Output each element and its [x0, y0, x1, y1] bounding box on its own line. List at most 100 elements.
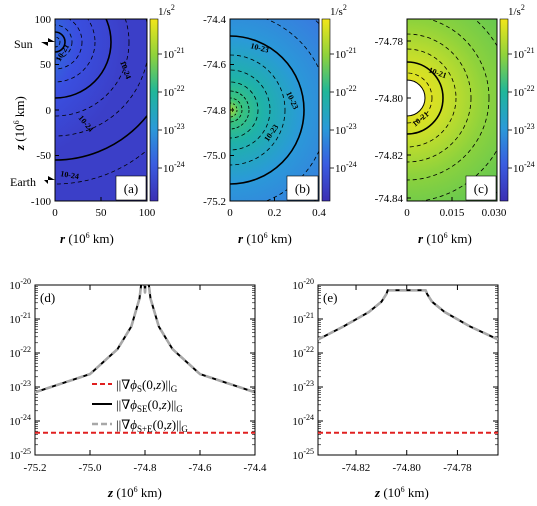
panel-b: 10-23 10-23 10-23 -74.4 -74.6 -74.8 -75.…	[203, 14, 326, 246]
xtick-c-1: 0.015	[440, 207, 465, 219]
contour-label-a-3: 10-24	[60, 169, 80, 181]
source-region-c	[406, 79, 426, 117]
colorbar-ticklabel-a-0: 10-21	[163, 46, 185, 61]
panel-label-box-c	[465, 175, 497, 201]
colorbar-ticklabel-b-2: 10-23	[335, 122, 357, 137]
colorbar-ticklabel-b-3: 10-24	[335, 160, 357, 175]
colorbar-unit-a: 1/s2	[158, 3, 175, 18]
xtick-c-2: 0.030	[482, 207, 507, 219]
ytick-d-1: 10-21	[9, 311, 31, 326]
ytick-c-1: -74.80	[375, 93, 404, 105]
ticks-e: 10-20 10-21 10-22 10-23 10-24 10-25 -74.82 -74.…	[292, 277, 498, 474]
ticks-c	[407, 40, 453, 201]
colorbar-ticklabel-b-0: 10-21	[335, 46, 357, 61]
ytick-a-4: -100	[31, 196, 52, 208]
ytick-e-3: 10-23	[292, 379, 314, 394]
ytick-c-0: -74.78	[375, 36, 404, 48]
xtick-d-0: -75.2	[24, 462, 47, 474]
ytick-b-4: -75.2	[203, 196, 226, 208]
ytick-e-4: 10-24	[292, 413, 314, 428]
colorbar-ticklabel-c-3: 10-24	[513, 160, 535, 175]
legend-d: ||∇ϕS(0,z)||G ||∇ϕSE(0,z)||G ||∇ϕS+E(0,z…	[92, 377, 188, 434]
panel-c: 10-21 10-21 -74.78 -74.80 -74.82 -74.84 …	[375, 18, 507, 246]
panel-label-c: (c)	[474, 181, 488, 196]
ytick-a-1: 50	[40, 59, 52, 71]
panel-label-box-b	[286, 175, 319, 201]
ticks-b	[230, 18, 275, 202]
xlabel-d: z (106 km)	[107, 485, 162, 500]
ytick-d-3: 10-23	[9, 379, 31, 394]
xlabel-e: z (106 km)	[374, 485, 429, 500]
ytick-b-2: -74.8	[203, 105, 226, 117]
ytick-e-1: 10-21	[292, 311, 314, 326]
xtick-a-0: 0	[52, 207, 58, 219]
xtick-b-2: 0.4	[312, 207, 326, 219]
xtick-a-2: 100	[139, 207, 156, 219]
panel-label-box-a	[115, 175, 147, 201]
colorbar-ticklabel-c-0: 10-21	[513, 46, 535, 61]
ytick-a-0: 100	[35, 14, 52, 26]
ylabel-a: z (106 km)	[12, 96, 27, 151]
legend-label-s: ||∇ϕS(0,z)||G	[116, 377, 178, 394]
sun-arrow-icon	[41, 38, 55, 46]
colorbar-unit-c: 1/s2	[508, 3, 525, 18]
ytick-a-2: 0	[46, 105, 52, 117]
colorbar-ticklabel-a-3: 10-24	[163, 160, 185, 175]
ytick-e-5: 10-25	[292, 447, 314, 462]
colorbars: 1/s2 10-21 10-22 10-23 10-24 1/s2 10-21 10-22 10…	[149, 3, 535, 202]
ytick-b-3: -75.0	[203, 150, 226, 162]
colorbar-c	[499, 18, 509, 202]
colorbar-ticklabel-a-2: 10-23	[163, 122, 185, 137]
colorbar-ticklabel-c-2: 10-23	[513, 122, 535, 137]
ytick-d-4: 10-24	[9, 413, 31, 428]
ytick-d-0: 10-20	[9, 277, 31, 292]
colorbar-ticklabel-b-1: 10-22	[335, 84, 357, 99]
colorbar-ticklabel-a-1: 10-22	[163, 84, 185, 99]
xlabel-b: r (106 km)	[238, 231, 292, 246]
contours-a	[55, 19, 147, 185]
heatmap-b	[230, 19, 319, 201]
earth-arrow-icon	[44, 176, 55, 184]
ytick-b-1: -74.6	[203, 59, 226, 71]
xtick-d-1: -75.0	[79, 462, 102, 474]
ytick-c-2: -74.82	[375, 150, 403, 162]
xtick-e-1: -74.80	[393, 462, 422, 474]
ytick-a-3: -50	[36, 150, 51, 162]
xtick-b-0: 0	[227, 207, 233, 219]
series-e-se	[318, 289, 498, 341]
lines-d	[35, 285, 255, 434]
xtick-a-1: 50	[96, 207, 108, 219]
ytick-e-0: 10-20	[292, 277, 314, 292]
ytick-c-3: -74.84	[375, 193, 404, 205]
frame-e	[317, 284, 499, 456]
xtick-d-2: -74.8	[134, 462, 157, 474]
panel-label-e: (e)	[323, 290, 337, 305]
series-e-s-e	[318, 288, 498, 341]
panel-d: 10-20 10-21 10-22 10-23 10-24 10-25-75.2 -75.0…	[9, 277, 267, 500]
xtick-e-2: -74.78	[443, 462, 472, 474]
xlabel-a: r (106 km)	[60, 231, 114, 246]
ticks-d: 10-20 10-21 10-22 10-23 10-24 10-25-75.2 -75.0…	[9, 277, 267, 474]
ticks-a	[55, 18, 102, 202]
panel-label-b: (b)	[295, 181, 310, 196]
xtick-d-3: -74.6	[189, 462, 212, 474]
colorbar-a	[149, 18, 159, 202]
series-d-s-e	[35, 285, 255, 394]
xlabel-c: r (106 km)	[418, 231, 472, 246]
legend-label-s-e: ||∇ϕS+E(0,z)||G	[116, 417, 188, 434]
panel-label-a: (a)	[124, 181, 138, 196]
legend-label-se: ||∇ϕSE(0,z)||G	[116, 397, 183, 414]
xtick-b-1: 0.2	[268, 207, 282, 219]
ytick-e-2: 10-22	[292, 345, 314, 360]
xtick-c-0: 0	[404, 207, 410, 219]
ytick-d-2: 10-22	[9, 345, 31, 360]
colorbar-ticklabel-c-1: 10-22	[513, 84, 535, 99]
contours-c	[407, 19, 497, 201]
ytick-b-0: -74.4	[203, 14, 226, 26]
panel-label-d: (d)	[40, 290, 55, 305]
heatmap-c	[407, 19, 497, 201]
ytick-d-5: 10-25	[9, 447, 31, 462]
sun-label: Sun	[14, 37, 33, 51]
series-d-se	[35, 285, 255, 394]
